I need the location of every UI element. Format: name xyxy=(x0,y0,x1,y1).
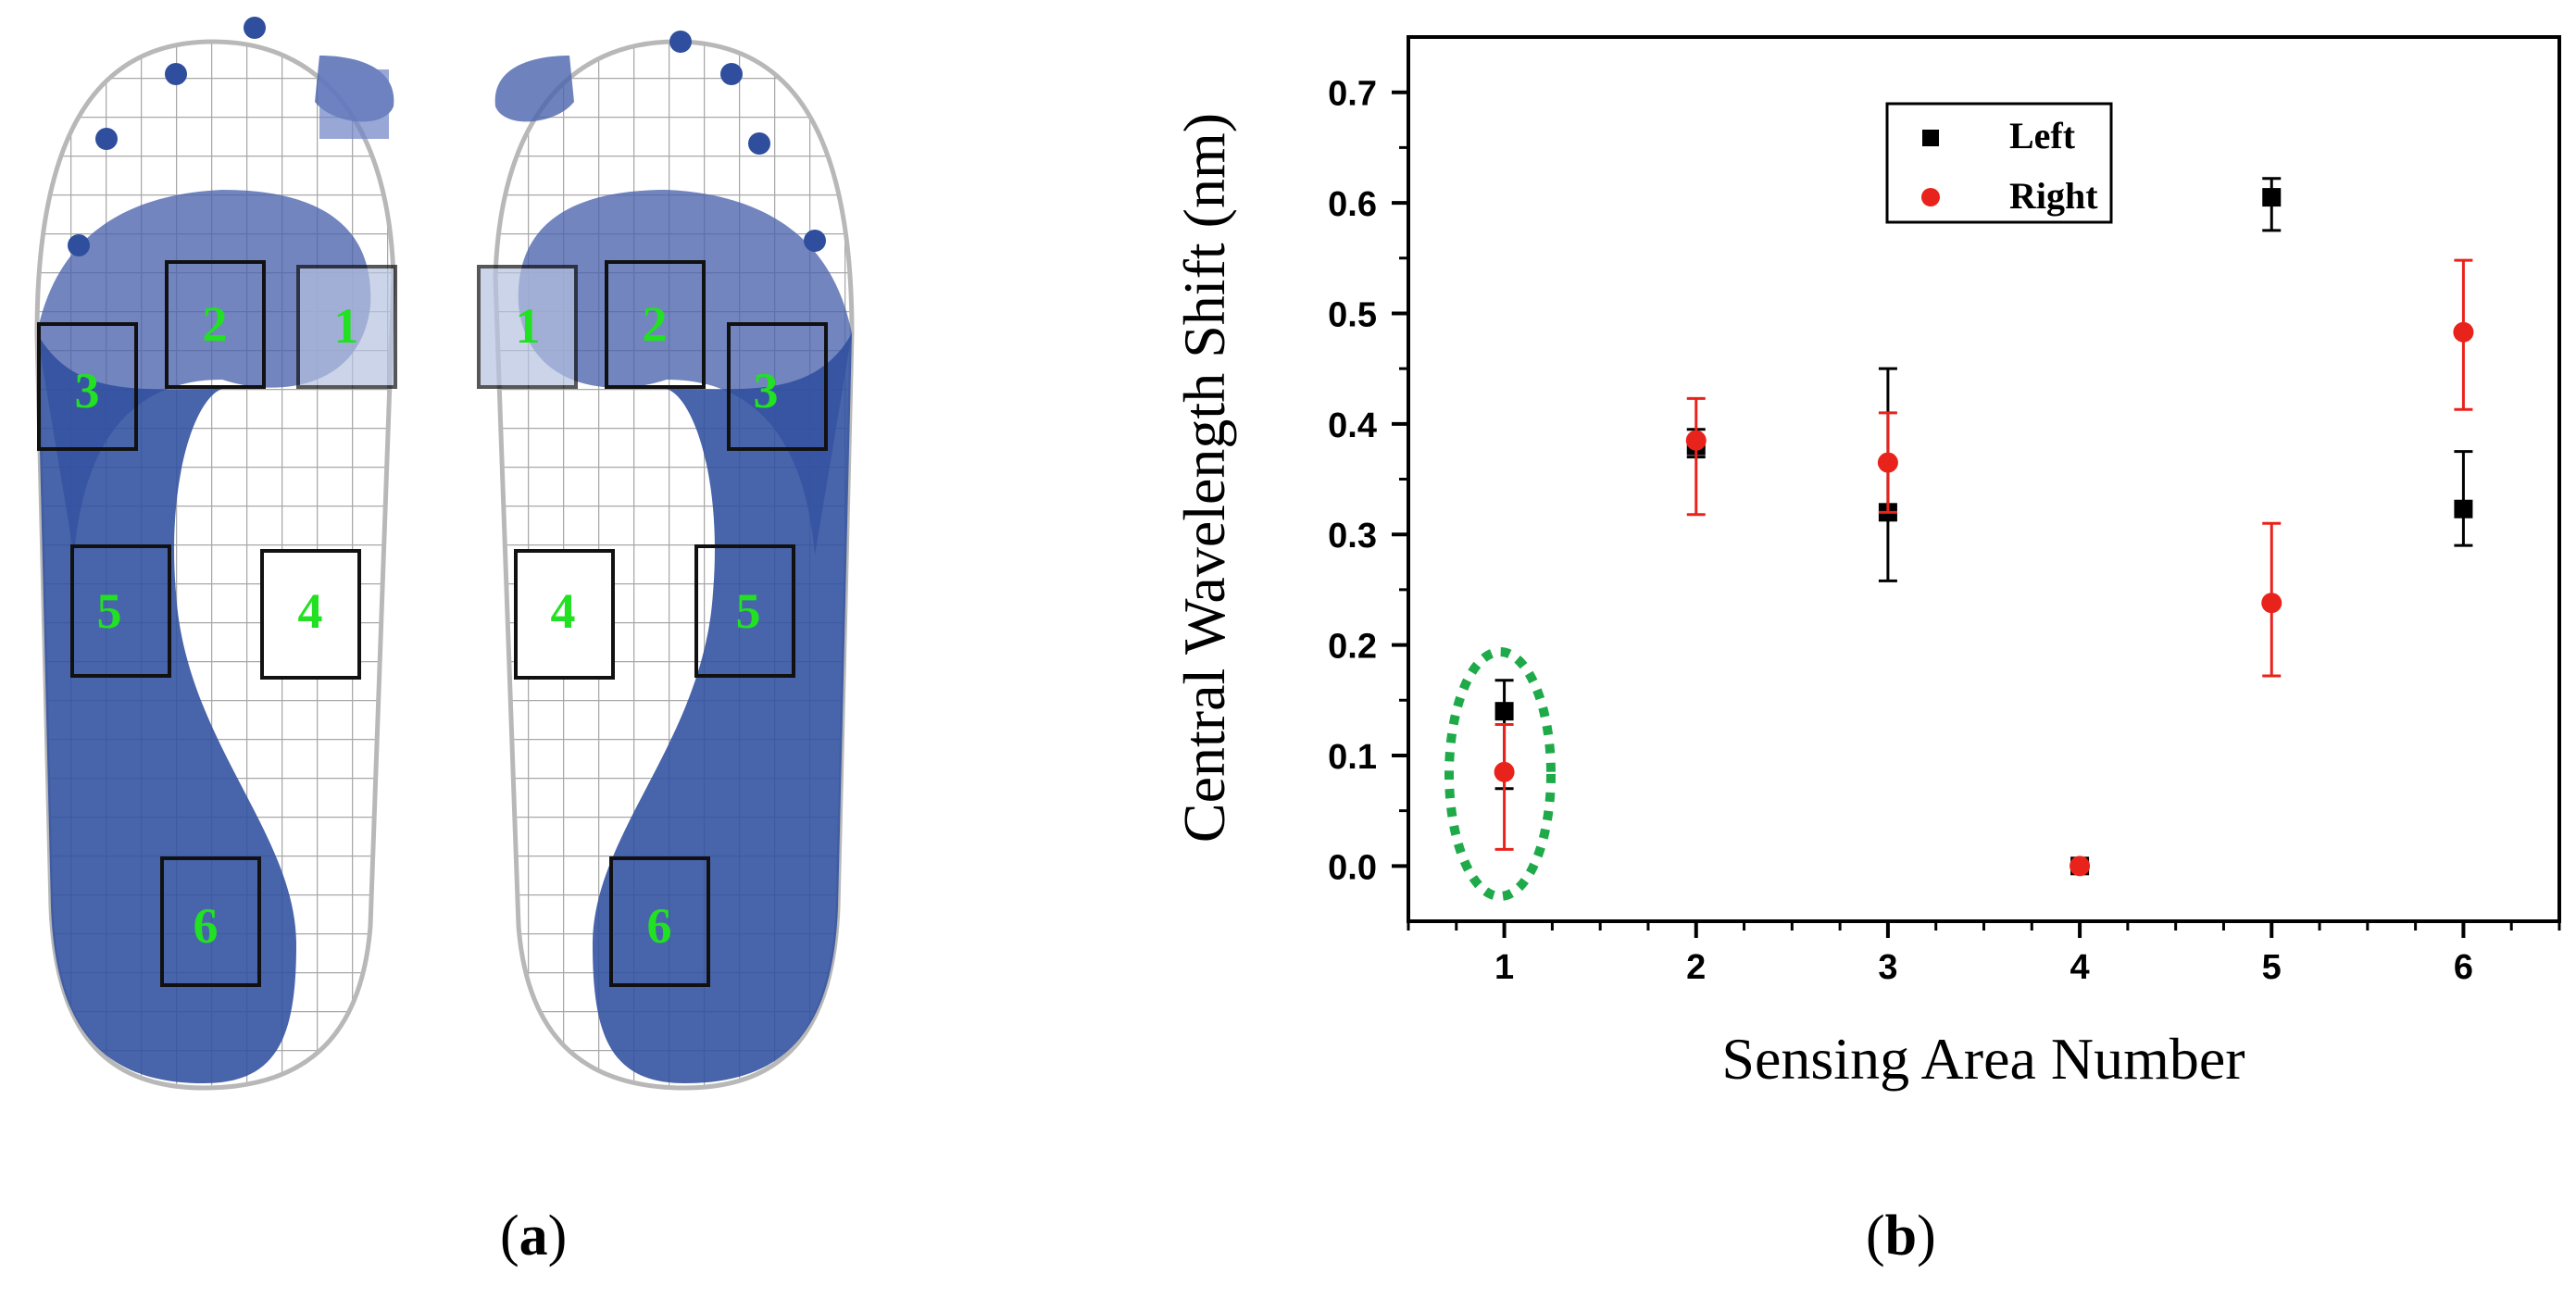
left-toe-dot xyxy=(95,128,118,150)
right-area-box-5 xyxy=(694,544,795,678)
left-area-box-4 xyxy=(260,549,361,680)
right-toe-dot xyxy=(804,230,826,252)
right-area-box-1 xyxy=(477,265,578,389)
y-tick-label: 0.7 xyxy=(1328,75,1377,114)
x-tick-label: 4 xyxy=(2070,948,2090,987)
legend: Left Right xyxy=(1885,102,2113,224)
x-tick-label: 6 xyxy=(2454,948,2473,987)
left-forefoot-pressure xyxy=(37,190,371,556)
x-tick-label: 1 xyxy=(1494,948,1514,987)
panel-label-a: (a) xyxy=(500,1205,568,1268)
legend-label-right: Right xyxy=(2009,175,2098,217)
left-area-label-4: 4 xyxy=(298,583,323,639)
left-foot: 1 2 3 4 5 6 xyxy=(34,17,397,1091)
left-point xyxy=(2454,499,2473,518)
left-area-label-3: 3 xyxy=(75,363,100,418)
right-toe-dot xyxy=(748,132,770,155)
right-toe-dot xyxy=(720,63,743,85)
right-area-label-6: 6 xyxy=(647,898,672,954)
right-area-label-2: 2 xyxy=(643,296,668,352)
wavelength-shift-chart: 0.0 0.1 0.2 0.3 0.4 0.5 0.6 0.7 1 2 3 4 5 6 Central … xyxy=(1171,35,2561,1092)
right-forefoot-pressure xyxy=(518,190,852,556)
y-axis: 0.0 0.1 0.2 0.3 0.4 0.5 0.6 0.7 xyxy=(1328,75,1408,887)
left-toe-dot xyxy=(165,63,187,85)
left-area-box-6 xyxy=(160,856,261,987)
y-axis-label: Central Wavelength Shift (nm) xyxy=(1171,113,1237,843)
left-area-box-2 xyxy=(165,260,266,389)
left-area-label-2: 2 xyxy=(203,296,228,352)
right-area-box-2 xyxy=(605,260,706,389)
left-area-label-5: 5 xyxy=(97,583,122,639)
left-toe2-pressure xyxy=(319,69,389,139)
legend-marker-right xyxy=(1921,188,1940,206)
left-area-label-1: 1 xyxy=(334,298,359,354)
legend-label-left: Left xyxy=(2009,115,2076,156)
y-tick-label: 0.5 xyxy=(1328,295,1377,334)
y-tick-label: 0.3 xyxy=(1328,517,1377,556)
data-marks xyxy=(1494,177,2474,877)
right-area-label-4: 4 xyxy=(551,583,576,639)
highlight-ellipse xyxy=(1444,647,1556,901)
left-area-label-6: 6 xyxy=(194,898,219,954)
legend-marker-left xyxy=(1922,130,1939,146)
right-point xyxy=(2453,321,2474,343)
right-point xyxy=(1494,761,1515,782)
x-axis-label: Sensing Area Number xyxy=(1721,1026,2245,1092)
right-toe-dot xyxy=(669,31,692,53)
right-area-label-5: 5 xyxy=(736,583,761,639)
foot-pressure-map: 1 2 3 4 5 6 1 2 3 4 5 6 xyxy=(34,17,855,1091)
x-tick-label: 5 xyxy=(2262,948,2282,987)
left-area-box-3 xyxy=(37,322,138,451)
left-area-box-5 xyxy=(70,544,171,678)
x-tick-label: 3 xyxy=(1878,948,1897,987)
right-area-box-4 xyxy=(514,549,615,680)
y-tick-label: 0.2 xyxy=(1328,628,1377,667)
right-area-label-3: 3 xyxy=(754,363,779,418)
right-toe-pressure xyxy=(494,56,574,122)
left-area-box-1 xyxy=(296,265,397,389)
right-point xyxy=(2070,856,2091,877)
right-point xyxy=(2261,593,2282,614)
left-heel-pressure xyxy=(37,333,296,1083)
left-point xyxy=(1494,702,1514,721)
panel-label-a-letter: a xyxy=(519,1205,548,1268)
right-foot: 1 2 3 4 5 6 xyxy=(477,31,855,1091)
right-point xyxy=(1685,430,1707,451)
y-tick-label: 0.4 xyxy=(1328,406,1377,445)
y-tick-label: 0.1 xyxy=(1328,738,1377,777)
right-area-box-6 xyxy=(609,856,710,987)
panel-label-b-letter: b xyxy=(1884,1205,1918,1268)
y-tick-label: 0.6 xyxy=(1328,185,1377,224)
right-heel-pressure xyxy=(593,333,852,1083)
x-axis: 1 2 3 4 5 6 xyxy=(1407,921,2561,987)
right-area-box-3 xyxy=(727,322,828,451)
left-point xyxy=(2262,188,2282,207)
y-tick-label: 0.0 xyxy=(1328,848,1377,887)
left-toe-dot xyxy=(68,234,90,256)
right-area-label-1: 1 xyxy=(516,298,541,354)
left-toe-dot xyxy=(244,17,266,39)
panel-label-b: (b) xyxy=(1866,1205,1936,1268)
x-tick-label: 2 xyxy=(1686,948,1706,987)
right-point xyxy=(1877,452,1898,473)
